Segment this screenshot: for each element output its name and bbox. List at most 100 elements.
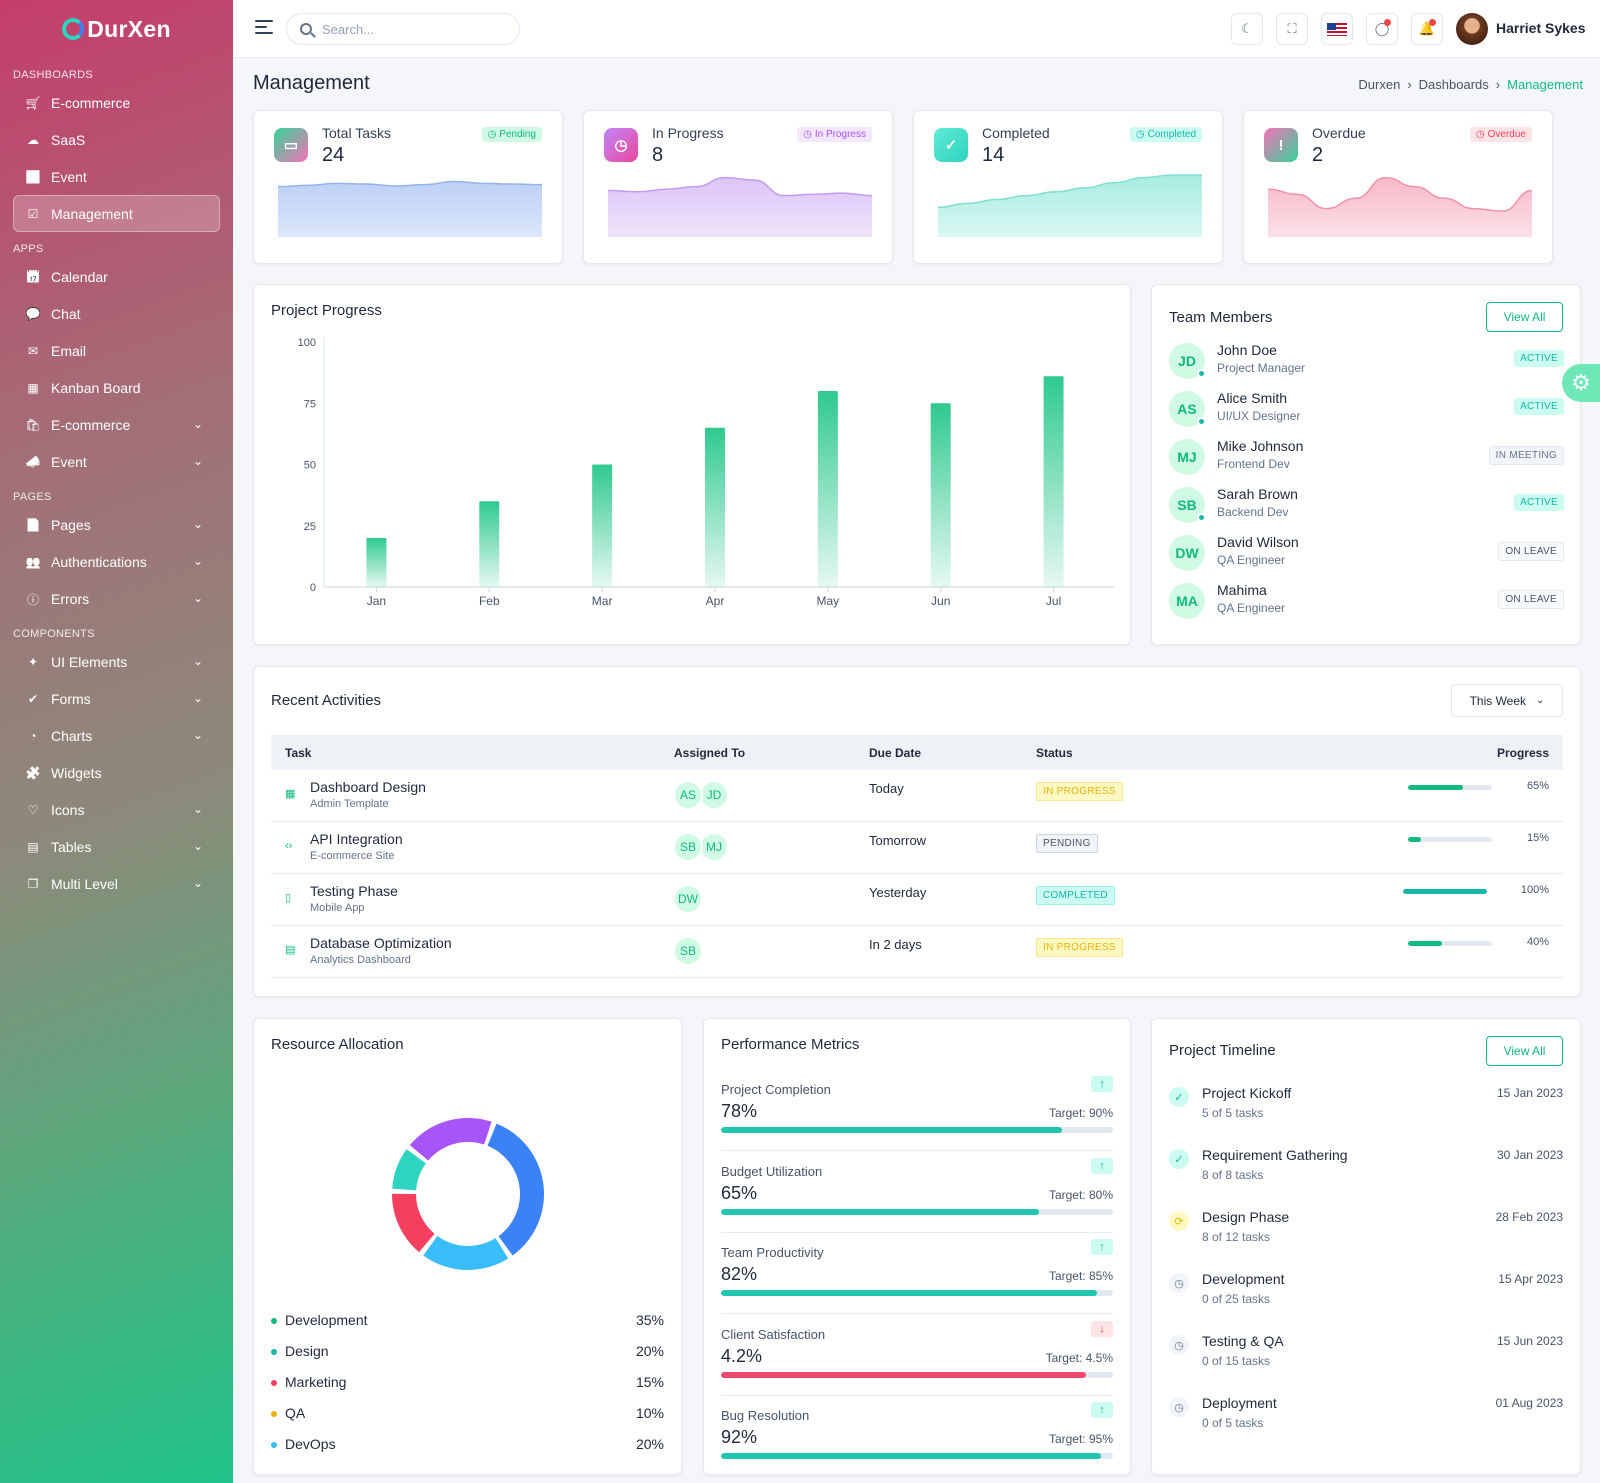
messages-button[interactable]: ◯ [1366,13,1398,45]
y-tick-label: 100 [298,337,316,349]
timeline-date: 15 Apr 2023 [1498,1272,1563,1286]
donut-slice-development[interactable] [487,1123,544,1256]
dark-mode-button[interactable]: ☾ [1231,13,1263,45]
topbar: Search... ☾ ⛶ ◯ 🔔 Harriet Sykes [233,0,1600,58]
assignee-avatar[interactable]: SB [673,832,703,862]
sidebar-item-saas[interactable]: ☁ SaaS [0,121,233,158]
online-indicator [1197,417,1206,426]
sidebar-item-management[interactable]: ☑ Management [13,195,220,232]
table-row[interactable]: ▯ Testing Phase Mobile App DW Yesterday COMPL… [271,874,1563,926]
stat-card: ✓ Completed 14 ◷ Completed [913,110,1223,264]
table-row[interactable]: ‹› API Integration E-commerce Site SB MJ Tomo… [271,822,1563,874]
timeline-item[interactable]: ◷ Deployment 0 of 5 tasks 01 Aug 2023 [1169,1395,1563,1451]
clock-icon: ◷ [1169,1273,1189,1293]
sidebar-item-charts[interactable]: ◔ Charts ⌄ [0,717,233,754]
sidebar-item-multi-level[interactable]: ❐ Multi Level ⌄ [0,865,233,902]
sidebar-item-calendar[interactable]: 📅 Calendar [0,258,233,295]
timeline-item[interactable]: ✓ Project Kickoff 5 of 5 tasks 15 Jan 2023 [1169,1085,1563,1141]
sidebar-item-e-commerce[interactable]: 🛍 E-commerce ⌄ [0,406,233,443]
language-button[interactable] [1321,13,1353,45]
bar-jul[interactable] [1043,376,1064,587]
bar-jan[interactable] [366,538,387,587]
alert-circle-icon: ⓘ [26,592,39,607]
donut-slice-qa[interactable] [392,1149,426,1191]
team-member[interactable]: AS Alice Smith UI/UX Designer ACTIVE [1169,389,1564,437]
period-select[interactable]: This Week ⌄ [1451,684,1563,717]
avatar-initials: MJ [1177,449,1197,465]
timeline-item[interactable]: ◷ Testing & QA 0 of 15 tasks 15 Jun 2023 [1169,1333,1563,1389]
sidebar-item-widgets[interactable]: 🧩 Widgets [0,754,233,791]
team-view-all-button[interactable]: View All [1486,302,1563,332]
team-member[interactable]: MA Mahima QA Engineer ON LEAVE [1169,581,1564,629]
legend-label: QA [285,1405,306,1421]
assignee-avatar[interactable]: JD [699,780,729,810]
brand-logo[interactable]: DurXen [0,0,233,58]
notifications-button[interactable]: 🔔 [1411,13,1443,45]
team-member[interactable]: JD John Doe Project Manager ACTIVE [1169,341,1564,389]
timeline-item[interactable]: ✓ Requirement Gathering 8 of 8 tasks 30 Jan… [1169,1147,1563,1203]
sidebar-item-event[interactable]: 📊 Event [0,158,233,195]
settings-gear-icon[interactable]: ⚙ [1562,364,1600,402]
user-avatar[interactable] [1456,13,1488,45]
mobile-icon: ▯ [285,892,292,904]
chevron-down-icon: ⌄ [192,802,203,816]
status-badge: ACTIVE [1514,494,1564,511]
document-icon: 📄 [25,518,41,532]
breadcrumb-separator: › [1495,77,1501,92]
sidebar-item-tables[interactable]: ▤ Tables ⌄ [0,828,233,865]
task-name: Database Optimization [310,935,452,951]
bar-apr[interactable] [705,427,725,587]
menu-toggle-icon[interactable] [255,20,273,36]
team-member[interactable]: SB Sarah Brown Backend Dev ACTIVE [1169,485,1564,533]
bag-icon: 🛍 [25,418,41,432]
sidebar-item-forms[interactable]: ✔ Forms ⌄ [0,680,233,717]
donut-slice-design[interactable] [423,1236,509,1270]
exclamation-icon: ! [1264,128,1298,162]
bar-feb[interactable] [479,501,500,587]
team-member[interactable]: DW David Wilson QA Engineer ON LEAVE [1169,533,1564,581]
chevron-down-icon: ⌄ [192,876,203,890]
assignee-avatar[interactable]: AS [673,780,703,810]
sidebar-item-e-commerce[interactable]: 🛒 E-commerce [0,84,233,121]
table-row[interactable]: ▤ Database Optimization Analytics Dashboar… [271,926,1563,978]
assignee-avatar[interactable]: MJ [699,832,729,862]
breadcrumb-item[interactable]: Dashboards [1418,77,1489,92]
bar-jun[interactable] [930,403,951,587]
sidebar-item-label: Tables [51,838,92,855]
sidebar-item-ui-elements[interactable]: ✦ UI Elements ⌄ [0,643,233,680]
sidebar-item-authentications[interactable]: 👥 Authentications ⌄ [0,543,233,580]
team-members-card: Team Members View All JD John Doe Project … [1151,284,1581,645]
donut-slice-marketing[interactable] [392,1193,435,1253]
sidebar-item-errors[interactable]: ⓘ Errors ⌄ [0,580,233,617]
donut-slice-devops[interactable] [409,1118,492,1161]
legend-item: Design 20% [271,1343,664,1363]
status-badge: ACTIVE [1514,350,1564,367]
card-title: Team Members [1169,309,1273,326]
timeline-item[interactable]: ⟳ Design Phase 8 of 12 tasks 28 Feb 2023 [1169,1209,1563,1265]
assignee-avatar[interactable]: SB [673,936,703,966]
search-input[interactable]: Search... [286,13,520,45]
timeline-item[interactable]: ◷ Development 0 of 25 tasks 15 Apr 2023 [1169,1271,1563,1327]
sidebar-item-pages[interactable]: 📄 Pages ⌄ [0,506,233,543]
sidebar-item-event[interactable]: 📣 Event ⌄ [0,443,233,480]
breadcrumb-current: Management [1507,77,1583,92]
sidebar-item-label: Pages [51,516,91,533]
sidebar-item-kanban-board[interactable]: ▦ Kanban Board [0,369,233,406]
metric-name: Bug Resolution [721,1408,810,1423]
bar-mar[interactable] [592,464,613,588]
fullscreen-button[interactable]: ⛶ [1276,13,1308,45]
sidebar-item-chat[interactable]: 💬 Chat [0,295,233,332]
user-name[interactable]: Harriet Sykes [1496,20,1586,36]
sidebar-item-label: Errors [51,590,90,607]
team-member[interactable]: MJ Mike Johnson Frontend Dev IN MEETING [1169,437,1564,485]
sidebar-item-icons[interactable]: ♡ Icons ⌄ [0,791,233,828]
bar-may[interactable] [817,391,838,587]
sidebar-item-label: Charts [51,727,93,744]
timeline-view-all-button[interactable]: View All [1486,1036,1563,1066]
breadcrumb-item[interactable]: Durxen [1358,77,1401,92]
assignee-avatar[interactable]: DW [673,884,703,914]
table-row[interactable]: ▦ Dashboard Design Admin Template AS JD Today… [271,770,1563,822]
status-badge: ON LEAVE [1498,590,1564,609]
avatar-initials: JD [1178,353,1196,369]
sidebar-item-email[interactable]: ✉ Email [0,332,233,369]
